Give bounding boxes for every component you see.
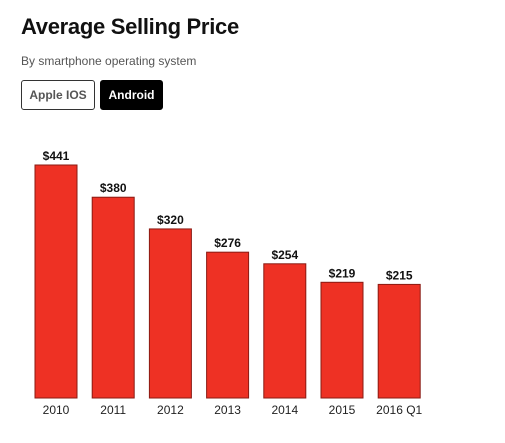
bar-2016-q1[interactable] xyxy=(377,283,421,399)
bar-2014[interactable] xyxy=(263,263,307,399)
bar-2015[interactable] xyxy=(320,281,364,399)
bar-2010[interactable] xyxy=(34,164,78,399)
chart-title: Average Selling Price xyxy=(21,14,239,39)
bar-2012[interactable] xyxy=(148,228,192,399)
x-tick-label: 2011 xyxy=(100,403,126,417)
data-label: $254 xyxy=(271,248,298,262)
x-tick-label: 2012 xyxy=(157,403,184,417)
data-label: $380 xyxy=(100,181,127,195)
x-tick-label: 2016 Q1 xyxy=(376,403,422,417)
data-label: $276 xyxy=(214,236,241,250)
apple-ios-toggle-button[interactable]: Apple IOS xyxy=(21,80,95,110)
android-toggle-button[interactable]: Android xyxy=(100,80,163,110)
data-label: $219 xyxy=(329,266,356,280)
bar-chart: $441 2010 $380 2011 $320 2012 $276 2013 $254 2014… xyxy=(34,149,423,417)
chart-subtitle: By smartphone operating system xyxy=(21,54,197,68)
data-label: $215 xyxy=(386,268,413,282)
bar-2011[interactable] xyxy=(91,196,135,399)
x-tick-label: 2014 xyxy=(271,403,298,417)
x-tick-label: 2010 xyxy=(43,403,70,417)
x-tick-label: 2015 xyxy=(329,403,356,417)
data-label: $320 xyxy=(157,213,184,227)
x-tick-label: 2013 xyxy=(214,403,241,417)
bar-2013[interactable] xyxy=(206,251,250,399)
data-label: $441 xyxy=(43,149,70,163)
